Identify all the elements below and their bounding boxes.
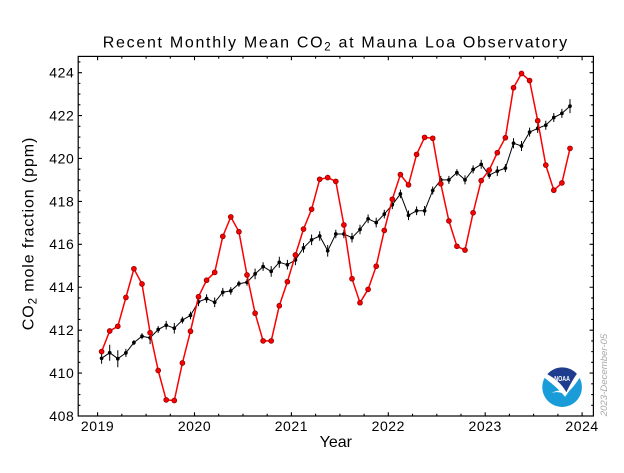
svg-text:Year: Year (320, 434, 353, 451)
svg-text:2020: 2020 (178, 418, 211, 434)
svg-text:NOAA: NOAA (554, 374, 570, 383)
svg-text:412: 412 (49, 322, 74, 338)
svg-text:2023-December-05: 2023-December-05 (599, 333, 610, 417)
svg-text:416: 416 (49, 236, 74, 252)
svg-text:408: 408 (49, 408, 74, 424)
svg-text:410: 410 (49, 365, 74, 381)
svg-text:422: 422 (49, 108, 74, 124)
svg-text:2023: 2023 (469, 418, 502, 434)
svg-text:424: 424 (49, 65, 74, 81)
svg-text:420: 420 (49, 150, 74, 166)
svg-text:2021: 2021 (275, 418, 308, 434)
svg-text:2024: 2024 (565, 418, 598, 434)
svg-text:414: 414 (49, 279, 74, 295)
svg-text:Recent Monthly Mean CO2 at Mau: Recent Monthly Mean CO2 at Mauna Loa Obs… (103, 34, 569, 53)
svg-text:2019: 2019 (81, 418, 114, 434)
svg-text:2022: 2022 (372, 418, 405, 434)
svg-text:418: 418 (49, 193, 74, 209)
svg-text:CO2 mole fraction (ppm): CO2 mole fraction (ppm) (21, 137, 40, 330)
